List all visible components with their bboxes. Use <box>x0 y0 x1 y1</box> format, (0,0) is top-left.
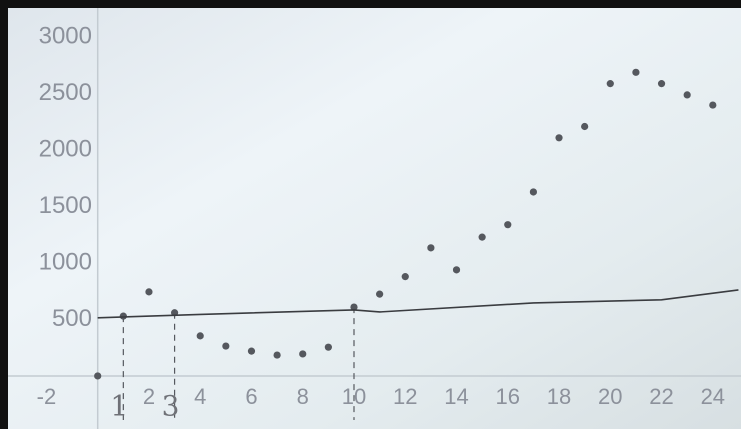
x-tick-label: 14 <box>444 384 468 409</box>
annotation: 1 <box>110 390 128 423</box>
data-point <box>684 91 691 98</box>
data-point <box>299 350 306 357</box>
y-tick-label: 1000 <box>39 248 92 275</box>
data-point <box>504 221 511 228</box>
y-tick-label: 1500 <box>39 192 92 219</box>
data-point <box>632 69 639 76</box>
x-tick-label: 6 <box>245 384 257 409</box>
x-tick-label: 16 <box>496 384 520 409</box>
data-point <box>94 372 101 379</box>
data-point <box>607 80 614 87</box>
data-point <box>427 244 434 251</box>
data-point <box>555 134 562 141</box>
x-tick-label: 18 <box>547 384 571 409</box>
data-point <box>376 291 383 298</box>
x-tick-label: 20 <box>598 384 622 409</box>
page: {"chart_data": {"type": "scatter", "xlim… <box>0 0 741 429</box>
y-tick-label: 500 <box>52 305 92 332</box>
data-point <box>197 332 204 339</box>
annotation: 3 <box>162 390 180 423</box>
data-point <box>479 234 486 241</box>
x-tick-label: -2 <box>37 384 57 409</box>
data-point <box>402 273 409 280</box>
chart: 50010001500200025003000-2246810121416182… <box>0 0 741 429</box>
x-tick-label: 22 <box>649 384 673 409</box>
data-point <box>530 188 537 195</box>
x-tick-label: 12 <box>393 384 417 409</box>
data-point <box>274 351 281 358</box>
y-tick-label: 2000 <box>39 136 92 163</box>
x-tick-label: 4 <box>194 384 206 409</box>
data-point <box>145 288 152 295</box>
x-tick-label: 24 <box>701 384 725 409</box>
data-point <box>222 342 229 349</box>
screen <box>8 8 741 429</box>
data-point <box>709 101 716 108</box>
data-point <box>453 266 460 273</box>
x-tick-label: 8 <box>297 384 309 409</box>
data-point <box>581 123 588 130</box>
data-point <box>325 344 332 351</box>
data-point <box>248 348 255 355</box>
y-tick-label: 2500 <box>39 79 92 106</box>
x-tick-label: 2 <box>143 384 155 409</box>
data-point <box>658 80 665 87</box>
y-tick-label: 3000 <box>39 23 92 50</box>
